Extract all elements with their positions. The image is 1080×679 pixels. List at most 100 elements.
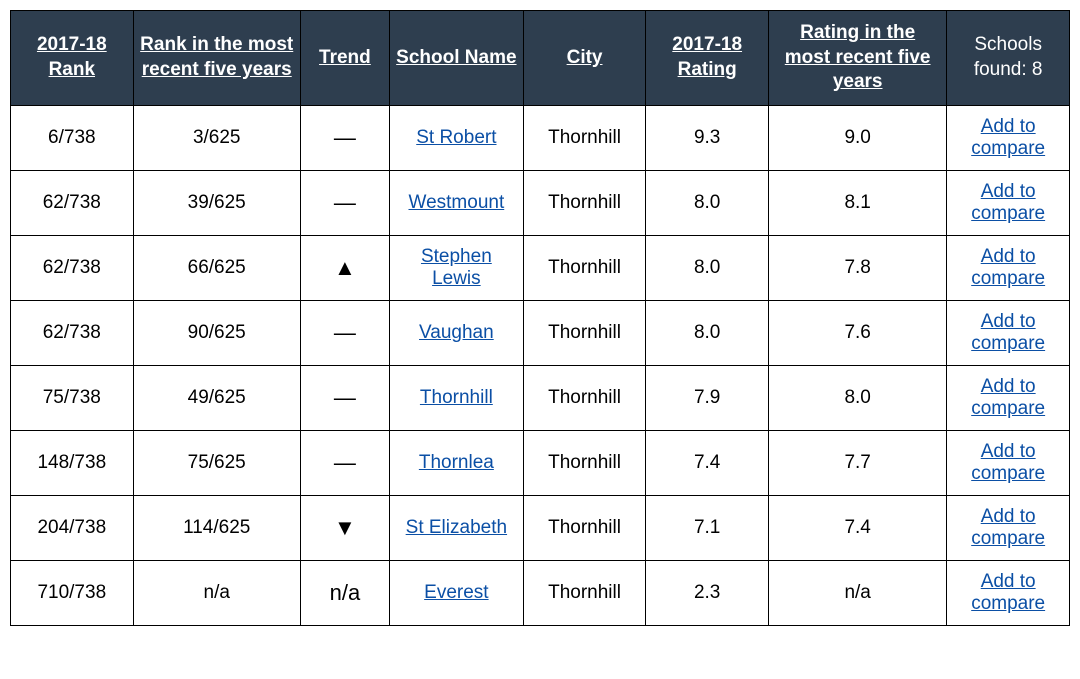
col-header-city[interactable]: City: [523, 11, 646, 106]
school-link[interactable]: St Robert: [416, 127, 496, 148]
add-to-compare-link[interactable]: Add to compare: [971, 441, 1045, 484]
cell-rating: 7.1: [646, 496, 769, 561]
cell-school-name: Thornlea: [389, 431, 523, 496]
trend-down-icon: ▼: [334, 515, 356, 540]
trend-up-icon: ▲: [334, 255, 356, 280]
cell-rating: 2.3: [646, 561, 769, 626]
cell-rating: 8.0: [646, 236, 769, 301]
cell-trend: —: [300, 366, 389, 431]
trend-dash-icon: —: [334, 320, 356, 345]
cell-city: Thornhill: [523, 431, 646, 496]
add-to-compare-link[interactable]: Add to compare: [971, 311, 1045, 354]
cell-rank: 710/738: [11, 561, 134, 626]
cell-rank: 204/738: [11, 496, 134, 561]
cell-compare: Add to compare: [947, 561, 1070, 626]
add-to-compare-link[interactable]: Add to compare: [971, 506, 1045, 549]
school-link[interactable]: Vaughan: [419, 322, 494, 343]
cell-city: Thornhill: [523, 171, 646, 236]
cell-city: Thornhill: [523, 301, 646, 366]
cell-rating-recent: 7.6: [768, 301, 946, 366]
add-to-compare-link[interactable]: Add to compare: [971, 116, 1045, 159]
cell-compare: Add to compare: [947, 496, 1070, 561]
cell-compare: Add to compare: [947, 366, 1070, 431]
table-row: 62/73839/625 — Westmount Thornhill8.08.1 Add…: [11, 171, 1070, 236]
table-row: 204/738114/625 ▼ St Elizabeth Thornhill7.17…: [11, 496, 1070, 561]
table-row: 6/7383/625—St RobertThornhill9.39.0Add t…: [11, 106, 1070, 171]
col-header-rank[interactable]: 2017-18 Rank: [11, 11, 134, 106]
cell-trend: —: [300, 301, 389, 366]
cell-rating-recent: 8.1: [768, 171, 946, 236]
cell-rank: 62/738: [11, 301, 134, 366]
trend-dash-icon: —: [334, 450, 356, 475]
cell-rank: 6/738: [11, 106, 134, 171]
cell-compare: Add to compare: [947, 431, 1070, 496]
cell-compare: Add to compare: [947, 106, 1070, 171]
add-to-compare-link[interactable]: Add to compare: [971, 571, 1045, 614]
cell-rating: 7.9: [646, 366, 769, 431]
cell-rank: 148/738: [11, 431, 134, 496]
cell-city: Thornhill: [523, 236, 646, 301]
cell-trend: —: [300, 171, 389, 236]
cell-school-name: Everest: [389, 561, 523, 626]
cell-rating: 8.0: [646, 301, 769, 366]
cell-trend: —: [300, 431, 389, 496]
cell-rank-recent: 39/625: [133, 171, 300, 236]
cell-school-name: St Robert: [389, 106, 523, 171]
cell-rank-recent: 90/625: [133, 301, 300, 366]
col-header-schools-found: Schools found: 8: [947, 11, 1070, 106]
school-link[interactable]: St Elizabeth: [406, 517, 507, 538]
cell-city: Thornhill: [523, 496, 646, 561]
cell-trend: ▼: [300, 496, 389, 561]
cell-rating-recent: 7.4: [768, 496, 946, 561]
col-header-school-name[interactable]: School Name: [389, 11, 523, 106]
cell-city: Thornhill: [523, 106, 646, 171]
cell-school-name: St Elizabeth: [389, 496, 523, 561]
cell-school-name: Westmount: [389, 171, 523, 236]
school-link[interactable]: Everest: [424, 582, 488, 603]
table-row: 710/738n/an/aEverestThornhill2.3n/aAdd t…: [11, 561, 1070, 626]
cell-city: Thornhill: [523, 561, 646, 626]
trend-na: n/a: [330, 580, 361, 605]
cell-rating: 9.3: [646, 106, 769, 171]
cell-compare: Add to compare: [947, 171, 1070, 236]
trend-dash-icon: —: [334, 190, 356, 215]
school-link[interactable]: Westmount: [408, 192, 504, 213]
trend-dash-icon: —: [334, 385, 356, 410]
school-link[interactable]: Thornlea: [419, 452, 494, 473]
table-row: 148/73875/625 — Thornlea Thornhill7.47.7 Add…: [11, 431, 1070, 496]
col-header-trend[interactable]: Trend: [300, 11, 389, 106]
col-header-rating[interactable]: 2017-18 Rating: [646, 11, 769, 106]
add-to-compare-link[interactable]: Add to compare: [971, 181, 1045, 224]
cell-compare: Add to compare: [947, 301, 1070, 366]
cell-trend: n/a: [300, 561, 389, 626]
col-header-rating-recent[interactable]: Rating in the most recent five years: [768, 11, 946, 106]
add-to-compare-link[interactable]: Add to compare: [971, 376, 1045, 419]
cell-compare: Add to compare: [947, 236, 1070, 301]
cell-rating: 8.0: [646, 171, 769, 236]
cell-school-name: Vaughan: [389, 301, 523, 366]
cell-trend: ▲: [300, 236, 389, 301]
cell-rank: 75/738: [11, 366, 134, 431]
table-row: 75/73849/625—ThornhillThornhill7.98.0Add…: [11, 366, 1070, 431]
schools-found-count: 8: [1032, 59, 1043, 80]
cell-school-name: Stephen Lewis: [389, 236, 523, 301]
cell-rank-recent: 114/625: [133, 496, 300, 561]
cell-rank: 62/738: [11, 236, 134, 301]
trend-dash-icon: —: [334, 125, 356, 150]
table-row: 62/73890/625 — Vaughan Thornhill8.07.6 Add t…: [11, 301, 1070, 366]
school-link[interactable]: Thornhill: [420, 387, 493, 408]
cell-trend: —: [300, 106, 389, 171]
cell-school-name: Thornhill: [389, 366, 523, 431]
cell-rank: 62/738: [11, 171, 134, 236]
school-link[interactable]: Stephen Lewis: [421, 246, 492, 289]
cell-city: Thornhill: [523, 366, 646, 431]
col-header-rank-recent[interactable]: Rank in the most recent five years: [133, 11, 300, 106]
cell-rank-recent: 3/625: [133, 106, 300, 171]
add-to-compare-link[interactable]: Add to compare: [971, 246, 1045, 289]
cell-rating: 7.4: [646, 431, 769, 496]
cell-rating-recent: 7.7: [768, 431, 946, 496]
school-rankings-table: 2017-18 Rank Rank in the most recent fiv…: [10, 10, 1070, 626]
cell-rating-recent: n/a: [768, 561, 946, 626]
cell-rank-recent: n/a: [133, 561, 300, 626]
cell-rank-recent: 75/625: [133, 431, 300, 496]
